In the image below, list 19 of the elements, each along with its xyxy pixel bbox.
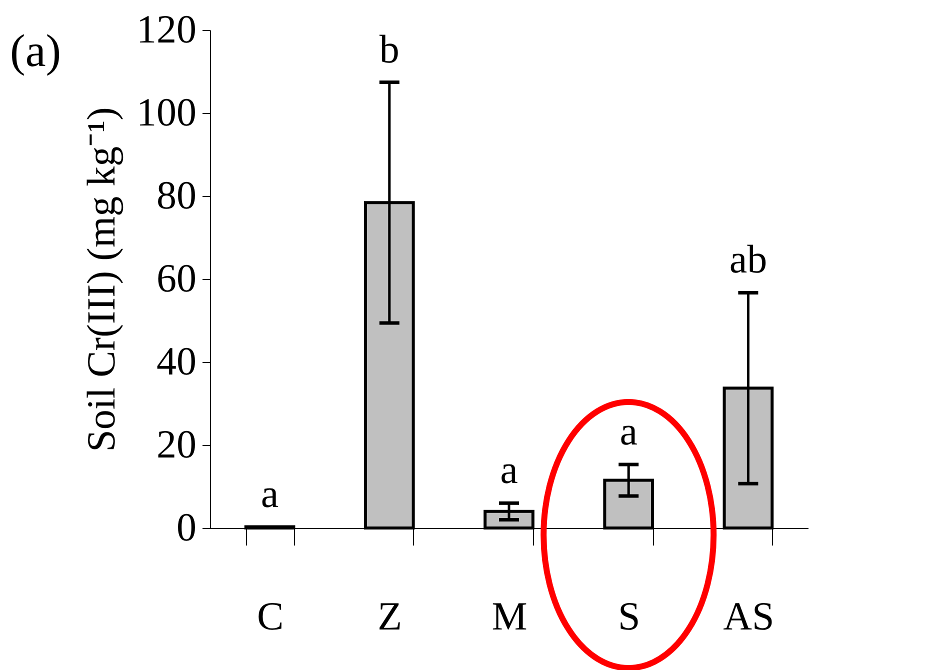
- y-tick-label: 0: [176, 504, 196, 550]
- text: (a): [10, 25, 62, 76]
- y-axis-title: Soil Cr(III) (mg kg⁻¹): [78, 107, 124, 452]
- annotation: b: [379, 26, 400, 72]
- annotation: a: [500, 447, 518, 492]
- annotation: a: [260, 470, 279, 516]
- annotation: a: [620, 408, 638, 454]
- y-tick-label: 40: [156, 338, 196, 384]
- y-tick-label: 100: [136, 90, 196, 134]
- x-tick-label: M: [492, 594, 528, 638]
- x-tick-label: S: [618, 594, 640, 638]
- y-tick-label: 80: [156, 172, 196, 218]
- annotation: ab: [729, 236, 768, 282]
- y-tick-label: 20: [156, 422, 196, 466]
- x-tick-label: C: [256, 594, 284, 638]
- x-tick-label: Z: [378, 594, 402, 638]
- x-tick-label: AS: [723, 594, 774, 638]
- y-tick-label: 60: [156, 256, 196, 300]
- y-tick-label: 120: [136, 6, 196, 52]
